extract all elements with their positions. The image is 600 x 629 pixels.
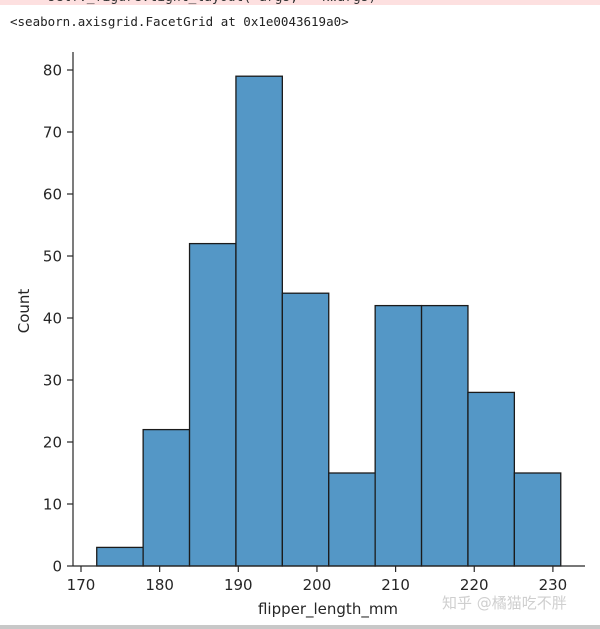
histogram-bar — [96, 546, 144, 567]
y-tick-label: 30 — [43, 372, 62, 390]
y-tick-label: 60 — [43, 186, 62, 204]
y-axis-label: Count — [15, 289, 33, 334]
x-tick-label: 220 — [460, 576, 489, 594]
histogram-bar — [420, 304, 469, 567]
y-tick-label: 0 — [52, 558, 62, 576]
histogram-bar — [281, 292, 330, 567]
x-tick-label: 180 — [145, 576, 174, 594]
histogram-bar — [513, 472, 562, 567]
x-axis: 170 180 190 200 210 220 230 — [67, 565, 585, 594]
cell-bottom-border — [0, 625, 600, 629]
x-tick-label: 230 — [539, 576, 568, 594]
y-tick-label: 10 — [43, 496, 62, 514]
histogram-bar — [328, 472, 376, 567]
x-axis-label: flipper_length_mm — [258, 600, 398, 619]
x-tick-label: 200 — [303, 576, 332, 594]
y-axis: 0 10 20 30 40 50 60 70 80 — [43, 52, 74, 576]
histogram-bars — [96, 75, 562, 567]
histogram-bar — [235, 75, 283, 567]
cell-output-repr: <seaborn.axisgrid.FacetGrid at 0x1e00436… — [10, 14, 349, 29]
histogram-bar — [374, 304, 423, 567]
histogram-bar — [142, 428, 191, 567]
watermark: 知乎 @橘猫吃不胖 — [442, 594, 567, 612]
histogram-bar — [188, 242, 237, 567]
x-tick-label: 190 — [224, 576, 253, 594]
y-tick-label: 50 — [43, 248, 62, 266]
y-tick-label: 20 — [43, 434, 62, 452]
warning-output-strip: self._figure.tight_layout(*args, **kwarg… — [0, 0, 600, 5]
y-tick-label: 70 — [43, 124, 62, 142]
y-tick-label: 40 — [43, 310, 62, 328]
x-tick-label: 170 — [67, 576, 96, 594]
warning-text: self._figure.tight_layout(*args, **kwarg… — [32, 0, 377, 5]
histogram-bar — [467, 391, 516, 567]
x-tick-label: 210 — [381, 576, 410, 594]
y-tick-label: 80 — [43, 62, 62, 80]
